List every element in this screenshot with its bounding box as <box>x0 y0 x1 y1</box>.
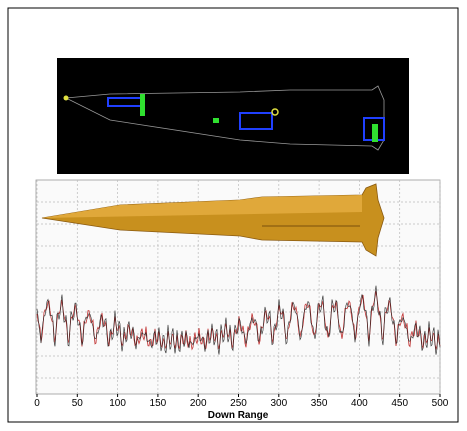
x-tick-label: 300 <box>270 398 287 409</box>
x-tick-label: 100 <box>109 398 126 409</box>
x-tick-label: 0 <box>34 398 40 409</box>
x-tick-label: 350 <box>311 398 328 409</box>
missile-render <box>41 183 385 257</box>
cutaway-inset <box>57 58 409 174</box>
x-tick-label: 200 <box>190 398 207 409</box>
x-axis-label: Down Range <box>208 410 269 421</box>
x-tick-label: 50 <box>72 398 84 409</box>
signal-trace <box>36 285 441 355</box>
x-tick-label: 250 <box>230 398 247 409</box>
x-tick-label: 500 <box>432 398 449 409</box>
x-tick-label: 450 <box>391 398 408 409</box>
x-tick-label: 400 <box>351 398 368 409</box>
x-tick-label: 150 <box>150 398 167 409</box>
